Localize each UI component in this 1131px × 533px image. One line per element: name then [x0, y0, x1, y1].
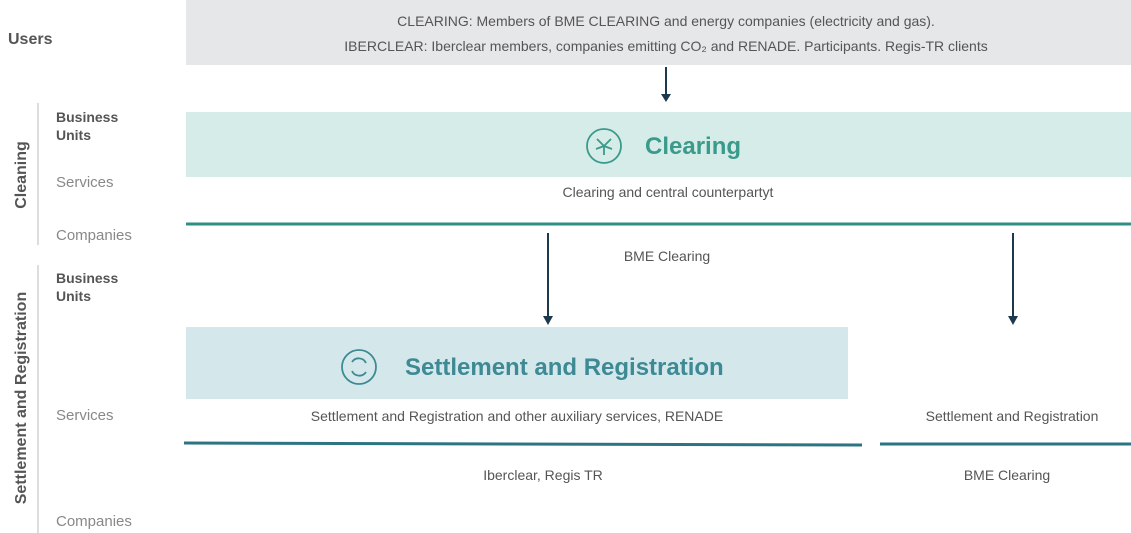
settlement-company: Iberclear, Regis TR [483, 467, 603, 483]
settlement-right-service: Settlement and Registration [925, 408, 1099, 424]
arrow-head [1008, 316, 1018, 325]
users-text: CLEARING: Members of BME CLEARING and en… [397, 13, 935, 29]
level-label: Business Units [56, 270, 119, 304]
clearing-box [186, 112, 1131, 177]
row-label: Cleaning [13, 141, 30, 209]
clearing-title: Clearing [645, 133, 742, 160]
users-box [186, 0, 1131, 65]
settlement-title: Settlement and Registration [405, 354, 724, 381]
arrow-head [543, 316, 553, 325]
settlement-box [186, 327, 848, 399]
level-label: Companies [56, 513, 132, 530]
users-label: Users [8, 31, 53, 48]
level-label: Companies [56, 227, 132, 244]
settlement-right-company: BME Clearing [963, 467, 1051, 483]
row-label: Settlement and Registration [13, 291, 30, 505]
arrow-head [661, 94, 671, 102]
users-text: IBERCLEAR: Iberclear members, companies … [344, 38, 988, 54]
level-label: Services [56, 174, 114, 191]
level-label: Services [56, 407, 114, 424]
clearing-service: Clearing and central counterpartyt [562, 184, 774, 200]
level-label: Business Units [56, 109, 119, 143]
divider [183, 441, 863, 447]
clearing-icon [586, 128, 622, 164]
clearing-company: BME Clearing [623, 248, 711, 264]
settlement-service: Settlement and Registration and other au… [310, 408, 724, 424]
settlement-icon [341, 349, 377, 385]
